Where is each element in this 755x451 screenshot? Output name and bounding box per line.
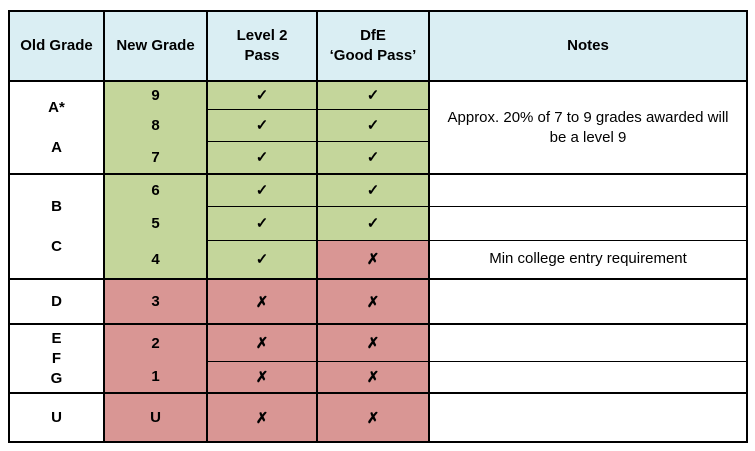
old-grade-group-astar-a: A* A [8,80,105,175]
dfe-good-pass-mark-u: ✗ [316,392,430,443]
notes-cell-grade-2 [428,323,748,362]
dfe-good-pass-mark-4: ✗ [316,239,430,280]
row-grade-5: 5 ✓ ✓ [9,205,748,241]
new-grade-cell-u: U [103,392,208,443]
row-grade-8: 8 ✓ ✓ [9,108,747,142]
row-grade-7: 7 ✓ ✓ [9,140,747,175]
level2-pass-mark-7: ✓ [206,140,318,175]
level2-pass-mark-u: ✗ [206,392,318,443]
old-grade-group-b-c: B C [8,173,105,280]
new-grade-cell-8: 8 [103,109,208,141]
dfe-good-pass-mark-9: ✓ [316,80,430,110]
notes-cell-grade-5 [428,205,748,241]
row-grade-6: B C 6 ✓ ✓ [8,173,748,280]
level2-pass-mark-8: ✓ [206,108,318,142]
row-grade-u: U U ✗ ✗ [8,392,748,443]
row-grade-1: 1 ✗ ✗ [9,360,748,394]
old-grade-group-d: D [8,278,105,325]
notes-cell-grades-7-to-9: Approx. 20% of 7 to 9 grades awarded wil… [428,80,748,175]
header-dfe-good-pass: DfE ‘Good Pass’ [316,10,430,82]
notes-cell-grade-4: Min college entry requirement [428,239,748,280]
notes-cell-grade-u [428,392,748,443]
level2-pass-mark-3: ✗ [206,278,318,325]
new-grade-cell-5: 5 [103,206,208,240]
dfe-good-pass-mark-7: ✓ [316,140,430,175]
notes-cell-grade-1 [428,360,748,394]
level2-pass-mark-2: ✗ [206,323,318,362]
row-grade-9: A* A 9 ✓ ✓ Approx. 20% of 7 to 9 grades … [8,80,748,175]
old-grade-group-e-f-g: E F G [8,323,105,394]
header-notes: Notes [428,10,748,82]
level2-pass-mark-1: ✗ [206,360,318,394]
old-grade-group-u: U [8,392,105,443]
new-grade-cell-7: 7 [103,141,208,175]
notes-cell-grade-6 [428,173,748,207]
new-grade-cell-2: 2 [103,323,208,361]
level2-pass-mark-5: ✓ [206,205,318,241]
header-level2-pass: Level 2 Pass [206,10,318,82]
row-grade-3: D 3 ✗ ✗ [8,278,748,325]
new-grade-cell-4: 4 [103,240,208,280]
row-grade-2: E F G 2 ✗ ✗ [8,323,748,394]
dfe-good-pass-mark-5: ✓ [316,205,430,241]
header-old-grade: Old Grade [8,10,105,82]
header-new-grade: New Grade [103,10,208,82]
level2-pass-mark-6: ✓ [206,173,318,207]
dfe-good-pass-mark-8: ✓ [316,108,430,142]
row-grade-4: 4 ✓ ✗ Min college entry requirement [9,239,748,280]
dfe-good-pass-mark-1: ✗ [316,360,430,394]
new-grade-cell-9: 9 [103,80,208,109]
dfe-good-pass-mark-2: ✗ [316,323,430,362]
notes-cell-grade-3 [428,278,748,325]
new-grade-cell-6: 6 [103,173,208,206]
header-row: Old Grade New Grade Level 2 Pass DfE ‘Go… [8,10,748,82]
new-grade-cell-1: 1 [103,361,208,394]
grade-conversion-table: Old Grade New Grade Level 2 Pass DfE ‘Go… [8,10,748,443]
new-grade-cell-3: 3 [103,278,208,325]
dfe-good-pass-mark-6: ✓ [316,173,430,207]
level2-pass-mark-4: ✓ [206,239,318,280]
dfe-good-pass-mark-3: ✗ [316,278,430,325]
level2-pass-mark-9: ✓ [206,80,318,110]
